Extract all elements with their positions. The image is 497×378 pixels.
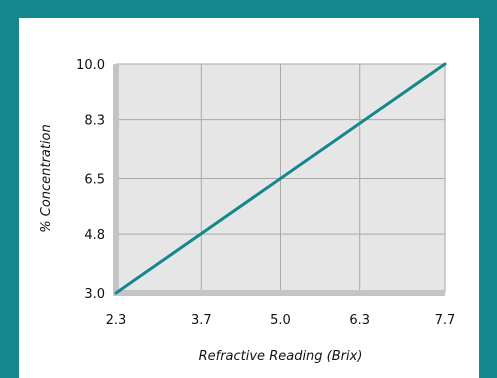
x-tick-label: 2.3 [106,313,127,328]
line-chart: 2.3 3.7 5.0 6.3 7.7 3.0 4.8 6.5 8.3 10.0 Refract… [39,58,456,364]
chart-card: 2.3 3.7 5.0 6.3 7.7 3.0 4.8 6.5 8.3 10.0 Refract… [19,18,479,378]
y-axis-band [113,64,119,296]
series-line [114,62,447,295]
x-tick-label: 5.0 [270,313,291,328]
y-tick-label: 4.8 [84,228,105,243]
y-tick-label: 6.5 [84,173,105,188]
x-tick-label: 7.7 [435,313,456,328]
y-tick-label: 8.3 [84,114,105,129]
y-tick-labels: 3.0 4.8 6.5 8.3 10.0 [76,58,105,302]
series-layer [114,62,447,295]
y-axis-title: % Concentration [39,124,54,232]
x-tick-label: 3.7 [191,313,212,328]
x-axis-title: Refractive Reading (Brix) [199,349,363,364]
x-tick-labels: 2.3 3.7 5.0 6.3 7.7 [106,313,456,328]
x-tick-label: 6.3 [349,313,370,328]
y-tick-label: 10.0 [76,58,105,73]
x-axis-band [113,290,445,296]
y-tick-label: 3.0 [84,287,105,302]
